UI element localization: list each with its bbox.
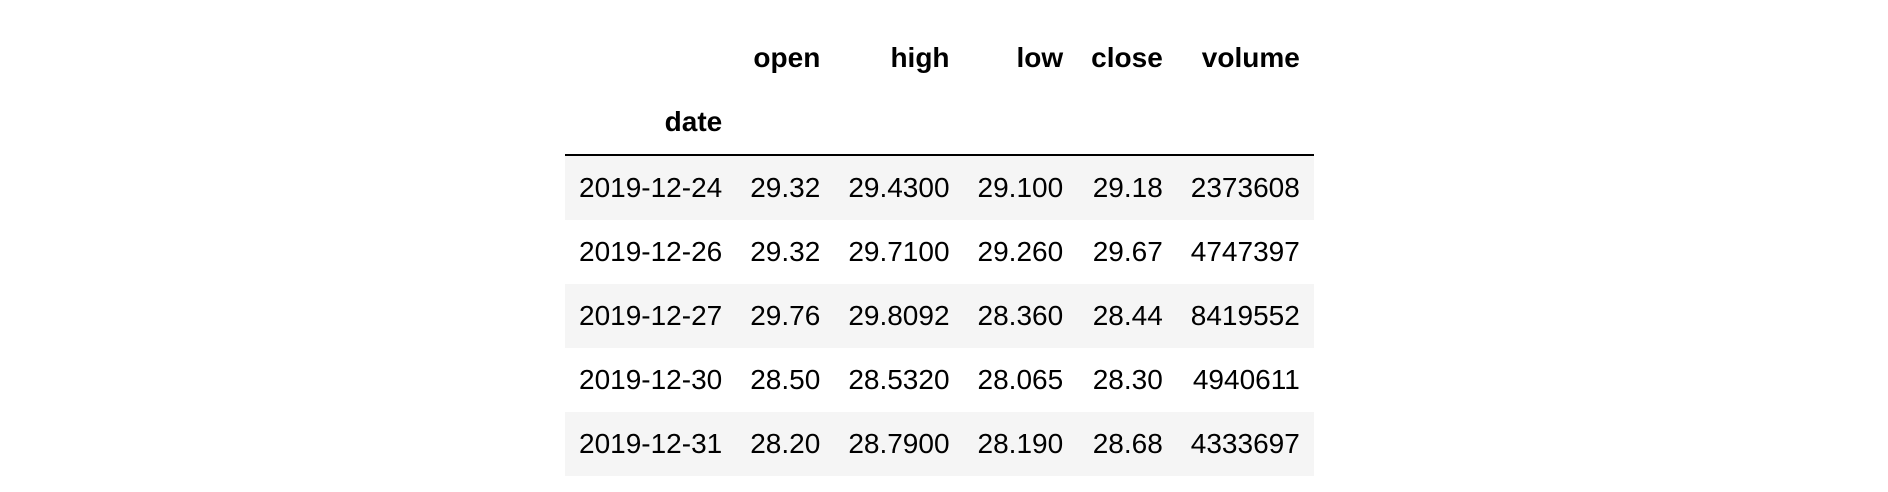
cell-volume: 8419552 [1190,300,1300,331]
cell-volume: 2373608 [1190,172,1300,203]
cell-close: 29.18 [1092,172,1163,203]
cell-low: 28.065 [977,364,1064,395]
cell-open: 29.32 [750,172,821,203]
cell-open: 28.20 [750,428,821,459]
cell-low: 29.260 [977,236,1064,267]
index-name-filler [1176,90,1314,156]
cell-high: 29.7100 [848,236,950,267]
dataframe-container: open high low close volume date 2019-12-… [565,26,1314,476]
table-body: 2019-12-24 29.32 29.4300 29.100 29.18 23… [565,155,1314,476]
cell-volume: 4747397 [1190,236,1300,267]
table-header: open high low close volume date [565,26,1314,156]
cell-low: 28.190 [977,428,1064,459]
index-name-header: date [565,90,737,156]
cell-high: 29.4300 [848,172,950,203]
cell-volume: 4333697 [1190,428,1300,459]
row-index-date: 2019-12-27 [579,300,723,331]
table-row: 2019-12-30 28.50 28.5320 28.065 28.30 49… [565,348,1314,412]
column-header-open: open [753,42,821,73]
cell-close: 29.67 [1092,236,1163,267]
column-header-row: open high low close volume [565,26,1314,90]
index-corner-cell [565,26,736,90]
row-index-date: 2019-12-31 [579,428,723,459]
cell-low: 28.360 [977,300,1064,331]
cell-close: 28.30 [1092,364,1163,395]
column-header-volume: volume [1201,42,1300,73]
row-index-date: 2019-12-24 [579,172,723,203]
table-row: 2019-12-27 29.76 29.8092 28.360 28.44 84… [565,284,1314,348]
cell-high: 29.8092 [848,300,950,331]
cell-open: 29.76 [750,300,821,331]
index-name-filler [834,90,964,156]
index-name-filler [736,90,835,156]
dataframe-table: open high low close volume date 2019-12-… [565,26,1314,476]
cell-open: 28.50 [750,364,821,395]
column-header-close: close [1091,42,1163,73]
column-header-high: high [890,42,950,73]
table-row: 2019-12-24 29.32 29.4300 29.100 29.18 23… [565,155,1314,220]
row-index-date: 2019-12-30 [579,364,723,395]
cell-high: 28.5320 [848,364,950,395]
cell-low: 29.100 [977,172,1064,203]
cell-close: 28.68 [1092,428,1163,459]
index-name-row: date [565,90,1314,156]
cell-close: 28.44 [1092,300,1163,331]
table-row: 2019-12-31 28.20 28.7900 28.190 28.68 43… [565,412,1314,476]
cell-volume: 4940611 [1192,364,1300,395]
table-row: 2019-12-26 29.32 29.7100 29.260 29.67 47… [565,220,1314,284]
column-header-low: low [1016,42,1064,73]
row-index-date: 2019-12-26 [579,236,723,267]
cell-open: 29.32 [750,236,821,267]
index-name-filler [963,90,1078,156]
index-name-filler [1077,90,1177,156]
cell-high: 28.7900 [848,428,950,459]
